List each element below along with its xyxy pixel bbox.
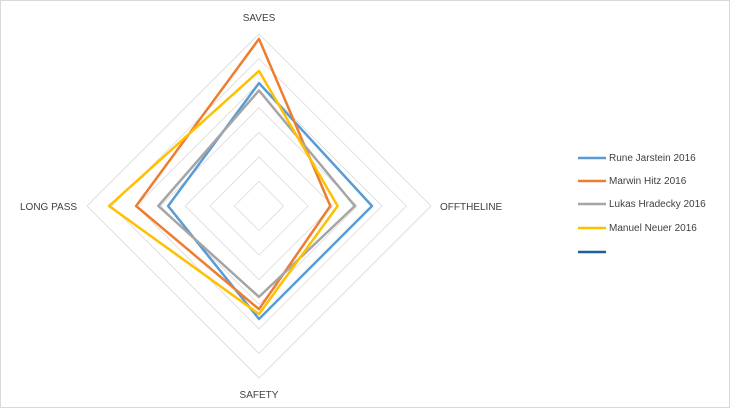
series-line-2 [157,89,357,299]
axis-label-saves: SAVES [243,13,276,24]
legend-label-manuel-neuer: Manuel Neuer 2016 [609,223,697,234]
radar-grid [86,33,432,379]
axis-label-long-pass: LONG PASS [20,202,77,213]
legend-entry-manuel-neuer: Manuel Neuer 2016 [578,223,697,234]
legend-entry-rune-jarstein: Rune Jarstein 2016 [578,153,696,164]
series-line-3 [107,69,339,316]
grid-ring-7 [86,33,432,379]
series-layer [107,37,374,321]
axis-label-offtheline: OFFTHELINE [440,202,503,213]
grid-ring-3 [184,131,334,281]
legend: Rune Jarstein 2016 Marwin Hitz 2016 Luka… [578,153,706,254]
grid-ring-2 [209,156,309,256]
grid-ring-6 [111,58,407,354]
legend-label-lukas-hradecky: Lukas Hradecky 2016 [609,199,706,210]
grid-ring-1 [233,180,285,232]
grid-ring-5 [135,82,383,330]
legend-entry-lukas-hradecky: Lukas Hradecky 2016 [578,199,706,210]
grid-ring-4 [160,107,358,305]
series-line-0 [166,81,374,321]
legend-label-rune-jarstein: Rune Jarstein 2016 [609,153,696,164]
axis-label-safety: SAFETY [240,390,279,401]
legend-entry-marwin-hitz: Marwin Hitz 2016 [578,176,687,187]
legend-label-marwin-hitz: Marwin Hitz 2016 [609,176,687,187]
